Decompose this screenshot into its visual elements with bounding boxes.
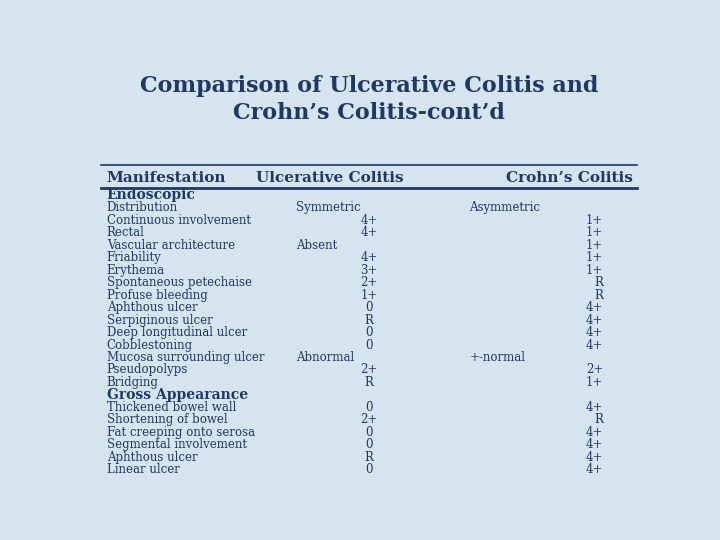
Text: Deep longitudinal ulcer: Deep longitudinal ulcer (107, 326, 247, 339)
Text: Abnormal: Abnormal (297, 351, 355, 364)
Text: Erythema: Erythema (107, 264, 165, 276)
Text: 0: 0 (365, 438, 373, 451)
Text: Linear ulcer: Linear ulcer (107, 463, 179, 476)
Text: Crohn’s Colitis: Crohn’s Colitis (506, 171, 634, 185)
Text: 4+: 4+ (586, 401, 603, 414)
Text: 0: 0 (365, 463, 373, 476)
Text: 4+: 4+ (586, 326, 603, 339)
Text: 1+: 1+ (586, 239, 603, 252)
Text: Gross Appearance: Gross Appearance (107, 388, 248, 402)
Text: 4+: 4+ (586, 426, 603, 439)
Text: +-normal: +-normal (469, 351, 526, 364)
Text: 1+: 1+ (586, 251, 603, 264)
Text: 4+: 4+ (360, 214, 378, 227)
Text: Ulcerative Colitis: Ulcerative Colitis (256, 171, 404, 185)
Text: 4+: 4+ (586, 451, 603, 464)
Text: Symmetric: Symmetric (297, 201, 361, 214)
Text: 1+: 1+ (586, 226, 603, 239)
Text: Endoscopic: Endoscopic (107, 188, 196, 202)
Text: Cobblestoning: Cobblestoning (107, 339, 193, 352)
Text: Manifestation: Manifestation (107, 171, 226, 185)
Text: R: R (595, 289, 603, 302)
Text: Mucosa surrounding ulcer: Mucosa surrounding ulcer (107, 351, 264, 364)
Text: 0: 0 (365, 301, 373, 314)
Text: 3+: 3+ (360, 264, 378, 276)
Text: Distribution: Distribution (107, 201, 178, 214)
Text: 1+: 1+ (586, 376, 603, 389)
Text: R: R (364, 451, 374, 464)
Text: 0: 0 (365, 401, 373, 414)
Text: Aphthous ulcer: Aphthous ulcer (107, 451, 197, 464)
Text: Profuse bleeding: Profuse bleeding (107, 289, 207, 302)
Text: Bridging: Bridging (107, 376, 158, 389)
Text: R: R (364, 314, 374, 327)
Text: 4+: 4+ (586, 463, 603, 476)
Text: 1+: 1+ (361, 289, 377, 302)
Text: 4+: 4+ (360, 251, 378, 264)
Text: R: R (595, 276, 603, 289)
Text: 1+: 1+ (586, 264, 603, 276)
Text: Aphthous ulcer: Aphthous ulcer (107, 301, 197, 314)
Text: 0: 0 (365, 339, 373, 352)
Text: 2+: 2+ (586, 363, 603, 376)
Text: 2+: 2+ (361, 276, 377, 289)
Text: Spontaneous petechaise: Spontaneous petechaise (107, 276, 252, 289)
Text: R: R (364, 376, 374, 389)
Text: 2+: 2+ (361, 363, 377, 376)
Text: Friability: Friability (107, 251, 161, 264)
Text: Comparison of Ulcerative Colitis and
Crohn’s Colitis-cont’d: Comparison of Ulcerative Colitis and Cro… (140, 75, 598, 124)
Text: Absent: Absent (297, 239, 338, 252)
Text: 4+: 4+ (360, 226, 378, 239)
Text: Pseudopolyps: Pseudopolyps (107, 363, 188, 376)
Text: Fat creeping onto serosa: Fat creeping onto serosa (107, 426, 255, 439)
Text: 0: 0 (365, 326, 373, 339)
Text: 4+: 4+ (586, 339, 603, 352)
Text: Continuous involvement: Continuous involvement (107, 214, 251, 227)
Text: R: R (595, 414, 603, 427)
Text: 0: 0 (365, 426, 373, 439)
Text: 4+: 4+ (586, 438, 603, 451)
Text: 4+: 4+ (586, 301, 603, 314)
Text: Rectal: Rectal (107, 226, 145, 239)
Text: Thickened bowel wall: Thickened bowel wall (107, 401, 236, 414)
Text: Shortening of bowel: Shortening of bowel (107, 414, 228, 427)
Text: Serpiginous ulcer: Serpiginous ulcer (107, 314, 212, 327)
Text: Asymmetric: Asymmetric (469, 201, 541, 214)
Text: 2+: 2+ (361, 414, 377, 427)
Text: 4+: 4+ (586, 314, 603, 327)
Text: Segmental involvement: Segmental involvement (107, 438, 247, 451)
Text: 1+: 1+ (586, 214, 603, 227)
Text: Vascular architecture: Vascular architecture (107, 239, 235, 252)
